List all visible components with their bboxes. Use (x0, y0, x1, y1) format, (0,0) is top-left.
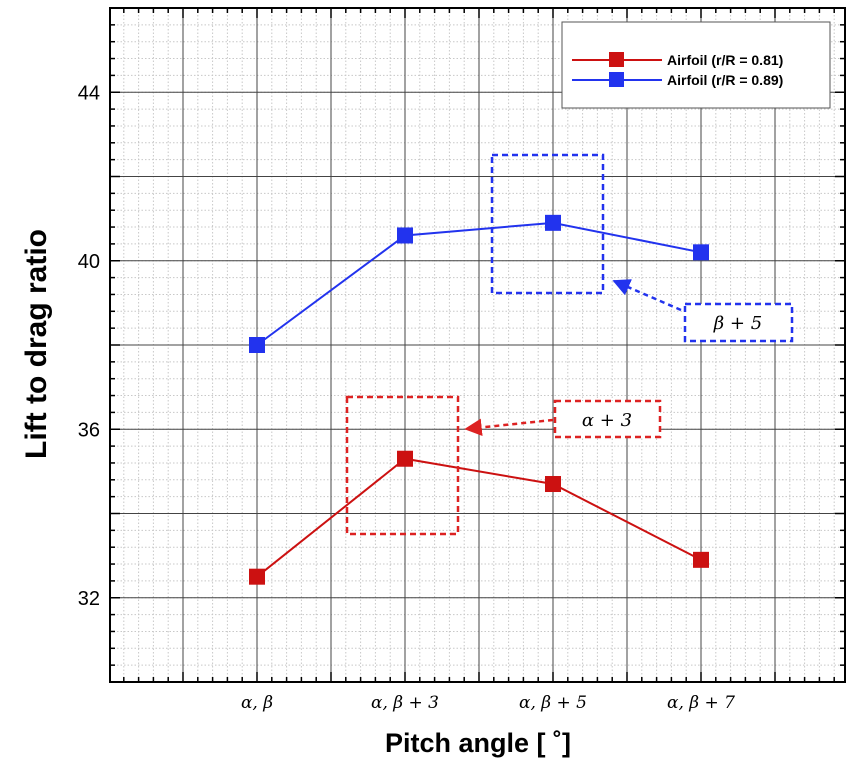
data-point (249, 568, 265, 585)
arrow-blue (612, 279, 682, 312)
legend-label-airfoil-081: Airfoil (r/R = 0.81) (667, 52, 783, 68)
series-line-1 (256, 221, 702, 346)
x-axis-title: Pitch angle [ ˚] (385, 728, 571, 758)
annotation-label-red: α + 3 (582, 410, 632, 431)
series-layer (249, 214, 709, 585)
y-axis-title: Lift to drag ratio (20, 229, 53, 459)
data-point (693, 551, 709, 568)
annotation-box-blue (683, 302, 794, 343)
x-tick-label: α, β + 5 (519, 693, 587, 713)
x-tick-labels: α, β α, β + 3 α, β + 5 α, β + 7 (241, 693, 735, 713)
y-tick-label: 40 (78, 251, 100, 273)
series-line-0 (256, 457, 702, 578)
major-grid (110, 8, 845, 682)
y-tick-label: 44 (78, 82, 100, 104)
highlight-box-blue (490, 153, 605, 295)
legend-marker-airfoil-089 (609, 72, 624, 87)
x-tick-label: α, β + 3 (371, 693, 439, 713)
arrow-red (464, 418, 554, 437)
annotation-box-red (553, 399, 662, 439)
data-point (545, 214, 561, 231)
x-tick-label: α, β + 7 (667, 693, 735, 713)
legend-marker-airfoil-081 (609, 52, 624, 67)
y-tick-labels: 32 36 40 44 (78, 82, 100, 610)
data-point (249, 337, 265, 353)
annotation-layer: β + 5 α + 3 (345, 153, 794, 536)
axis-ticks (110, 7, 845, 683)
y-tick-label: 36 (78, 419, 100, 441)
data-point (693, 244, 709, 261)
data-point (397, 227, 413, 244)
y-tick-label: 32 (78, 588, 100, 610)
legend: Airfoil (r/R = 0.81) Airfoil (r/R = 0.89… (561, 21, 831, 109)
data-point (397, 450, 413, 467)
x-tick-label: α, β (241, 693, 273, 713)
highlight-box-red (345, 395, 460, 536)
legend-box (561, 21, 831, 109)
annotation-label-blue: β + 5 (713, 313, 762, 334)
data-point (545, 476, 561, 493)
legend-label-airfoil-089: Airfoil (r/R = 0.89) (667, 72, 783, 88)
